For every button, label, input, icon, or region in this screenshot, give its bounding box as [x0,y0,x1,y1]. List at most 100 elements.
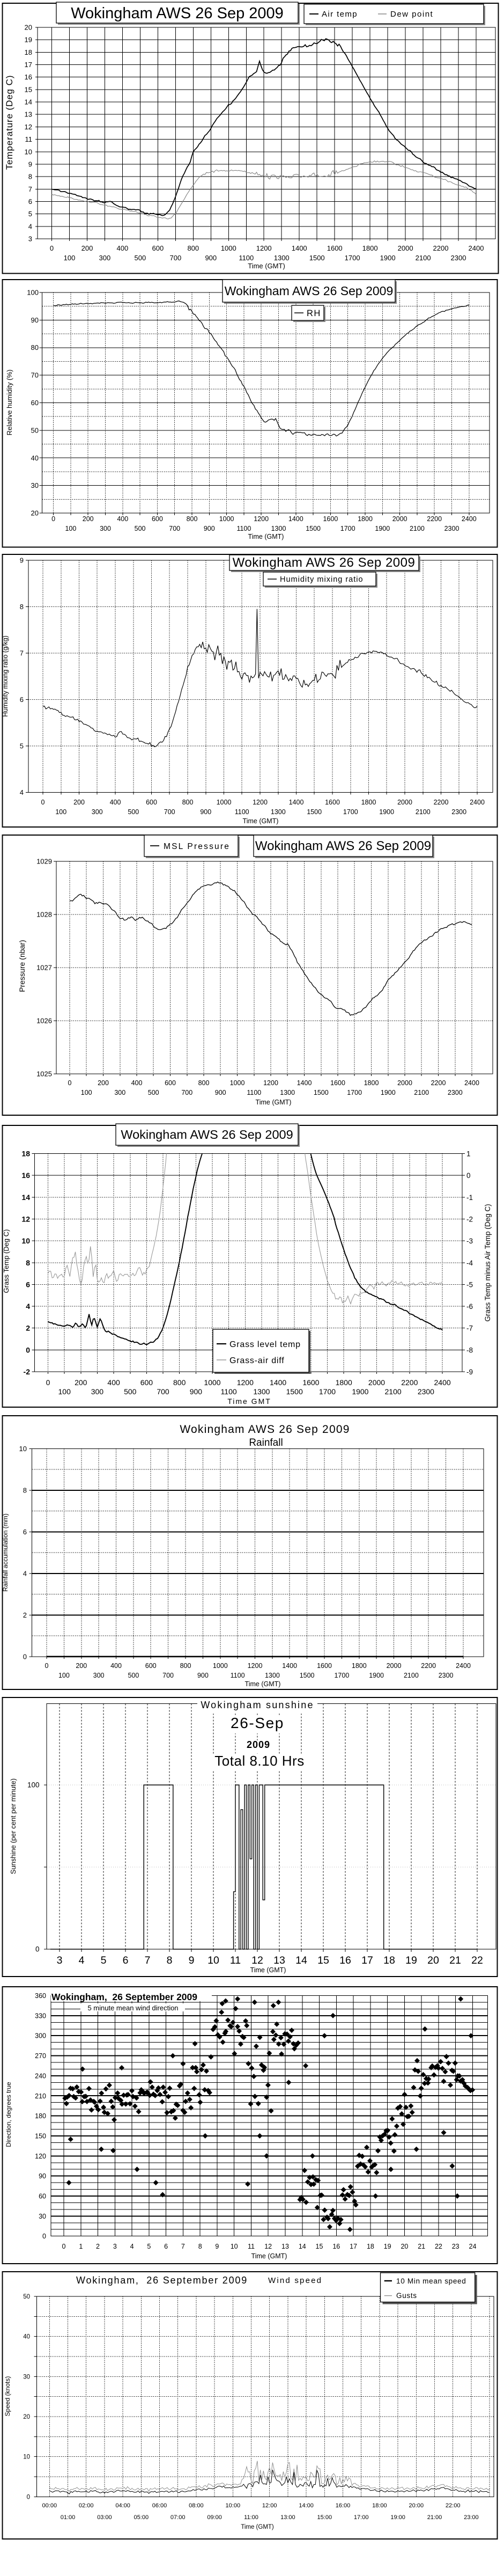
svg-text:Humidity mixing ratio (g/kg): Humidity mixing ratio (g/kg) [2,635,9,716]
svg-text:18: 18 [383,1955,395,1966]
svg-text:7: 7 [181,2243,185,2250]
svg-text:1400: 1400 [297,1079,312,1087]
svg-text:13: 13 [281,2243,289,2250]
svg-text:90: 90 [31,316,39,324]
svg-text:800: 800 [173,1378,186,1387]
svg-text:800: 800 [187,515,198,523]
svg-text:5: 5 [101,1955,107,1966]
svg-text:1700: 1700 [319,1387,336,1396]
svg-text:80: 80 [31,343,39,352]
svg-text:6: 6 [26,1280,30,1289]
svg-text:700: 700 [164,808,175,816]
svg-text:15: 15 [25,85,32,93]
svg-text:Air temp: Air temp [322,10,358,19]
svg-text:100: 100 [58,1387,71,1396]
svg-text:1500: 1500 [306,525,321,532]
svg-text:1026: 1026 [36,1017,52,1025]
svg-text:2000: 2000 [387,1662,402,1670]
svg-text:10 Min mean speed: 10 Min mean speed [396,2277,466,2285]
svg-text:0: 0 [41,799,45,806]
svg-text:0: 0 [42,2233,46,2240]
svg-text:900: 900 [215,1089,226,1096]
svg-text:-8: -8 [466,1346,473,1354]
svg-text:8: 8 [20,603,24,611]
svg-text:1200: 1200 [254,515,269,523]
svg-text:2200: 2200 [427,515,442,523]
svg-text:RH: RH [307,309,321,318]
svg-text:Time (GMT): Time (GMT) [241,2524,274,2530]
svg-text:15: 15 [316,2243,323,2250]
svg-text:1900: 1900 [375,525,390,532]
svg-text:3: 3 [28,235,32,243]
svg-text:30: 30 [31,481,39,489]
svg-text:18:00: 18:00 [372,2502,387,2509]
svg-text:1100: 1100 [221,1387,237,1396]
svg-text:150: 150 [35,2132,46,2140]
svg-text:5: 5 [20,742,24,750]
svg-text:-7: -7 [466,1324,473,1333]
svg-text:300: 300 [35,2032,46,2040]
svg-text:600: 600 [146,799,157,806]
svg-text:100: 100 [27,1781,40,1789]
svg-text:2000: 2000 [368,1378,385,1387]
svg-text:1000: 1000 [230,1079,245,1087]
svg-text:-2: -2 [24,1367,31,1376]
svg-text:0: 0 [62,2243,66,2250]
svg-text:14: 14 [299,2243,306,2250]
svg-text:700: 700 [181,1089,192,1096]
svg-text:600: 600 [140,1378,153,1387]
svg-text:2300: 2300 [448,1089,463,1096]
svg-text:700: 700 [169,525,180,532]
svg-text:1000: 1000 [217,799,232,806]
svg-text:Wokingham, 26 September 2009: Wokingham, 26 September 2009 [76,2275,248,2286]
svg-text:2400: 2400 [469,244,484,252]
svg-text:240: 240 [35,2072,46,2080]
svg-text:300: 300 [92,808,103,816]
svg-text:2200: 2200 [433,244,449,252]
svg-text:Time (GMT): Time (GMT) [251,2252,287,2260]
svg-text:12:00: 12:00 [262,2502,277,2509]
svg-text:2: 2 [26,1324,30,1333]
svg-text:6: 6 [28,197,32,206]
svg-text:100: 100 [55,808,66,816]
svg-text:Time (GMT): Time (GMT) [243,817,279,825]
svg-text:100: 100 [58,1672,70,1679]
svg-text:2000: 2000 [392,515,407,523]
svg-text:23: 23 [452,2243,459,2250]
svg-text:10: 10 [25,148,32,156]
svg-text:2200: 2200 [401,1378,418,1387]
svg-text:22: 22 [471,1955,483,1966]
svg-text:1029: 1029 [36,858,52,866]
svg-text:-3: -3 [466,1237,473,1245]
svg-text:21: 21 [449,1955,461,1966]
svg-text:270: 270 [35,2052,46,2060]
svg-text:10: 10 [207,1955,219,1966]
svg-text:200: 200 [98,1079,109,1087]
svg-text:200: 200 [75,1378,87,1387]
svg-text:10: 10 [21,1236,30,1245]
svg-text:1200: 1200 [248,1662,263,1670]
svg-text:20: 20 [31,509,39,517]
svg-text:10: 10 [23,2454,30,2461]
svg-text:100: 100 [65,525,76,532]
svg-text:06:00: 06:00 [152,2502,167,2509]
svg-text:Time (GMT): Time (GMT) [248,533,284,540]
svg-text:1100: 1100 [236,525,251,532]
svg-text:2100: 2100 [416,808,431,816]
svg-text:17:00: 17:00 [354,2514,369,2521]
svg-text:7: 7 [20,649,24,657]
svg-text:Grass Temp (Deg C): Grass Temp (Deg C) [2,1230,10,1293]
svg-text:2400: 2400 [464,1079,479,1087]
svg-text:02:00: 02:00 [79,2502,94,2509]
svg-text:200: 200 [81,244,93,252]
svg-text:Wokingham AWS 26 Sep 2009: Wokingham AWS 26 Sep 2009 [180,1423,350,1436]
svg-text:1025: 1025 [36,1070,52,1078]
svg-text:400: 400 [107,1378,120,1387]
svg-text:Wokingham, 26 September 2009: Wokingham, 26 September 2009 [51,1992,197,2002]
svg-text:18: 18 [25,48,32,56]
svg-text:1300: 1300 [253,1387,270,1396]
svg-text:6: 6 [123,1955,129,1966]
svg-text:07:00: 07:00 [171,2514,186,2521]
svg-text:Time (GMT): Time (GMT) [256,1099,292,1106]
svg-text:5: 5 [28,210,32,218]
